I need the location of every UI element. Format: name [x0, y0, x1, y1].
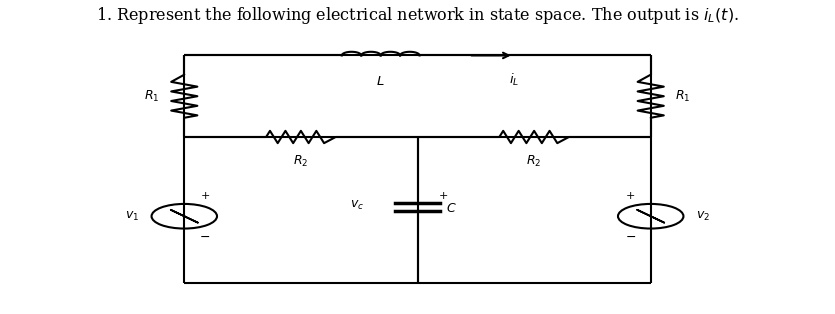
Text: $v_1$: $v_1$: [125, 210, 139, 223]
Text: $R_1$: $R_1$: [676, 89, 691, 104]
Text: $-$: $-$: [625, 230, 635, 243]
Text: $+$: $+$: [200, 190, 210, 201]
Text: $R_1$: $R_1$: [144, 89, 159, 104]
Text: $C$: $C$: [446, 202, 457, 215]
Text: $-$: $-$: [200, 230, 210, 243]
Text: $+$: $+$: [438, 190, 448, 201]
Text: $i_L$: $i_L$: [509, 72, 519, 89]
Text: $v_2$: $v_2$: [696, 210, 710, 223]
Text: $+$: $+$: [625, 190, 635, 201]
Text: $v_c$: $v_c$: [350, 199, 364, 212]
Text: 1. Represent the following electrical network in state space. The output is $i_L: 1. Represent the following electrical ne…: [96, 5, 739, 26]
Text: $L$: $L$: [377, 75, 385, 89]
Text: $R_2$: $R_2$: [293, 154, 309, 169]
Text: $R_2$: $R_2$: [526, 154, 542, 169]
